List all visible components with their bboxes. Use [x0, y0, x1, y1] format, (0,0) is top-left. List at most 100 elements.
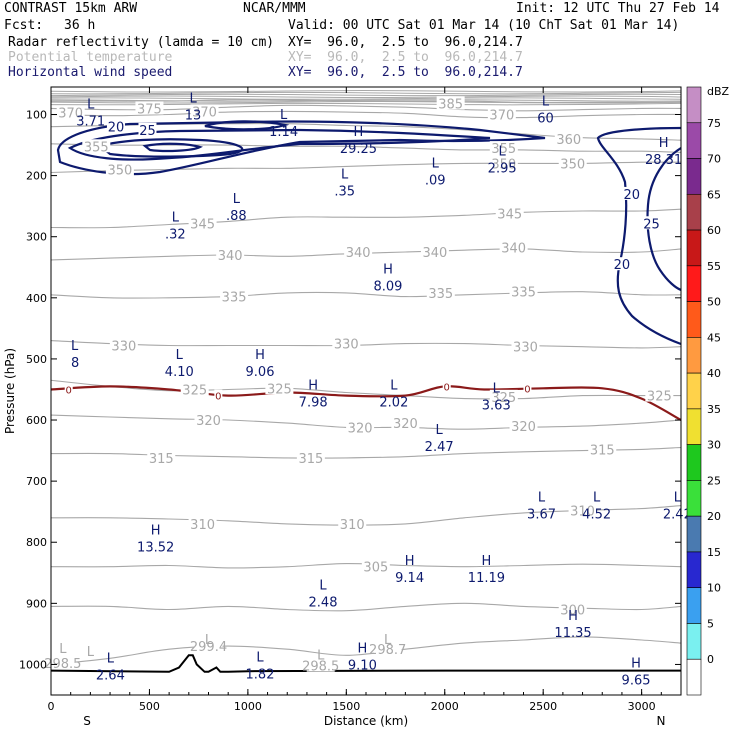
y-tick-label: 300: [26, 231, 47, 244]
theta-contour-label: 300: [560, 603, 585, 618]
forecast-label: Fcst:: [4, 18, 44, 33]
wind-extremum-type: L: [233, 192, 241, 207]
wind-extremum-type: L: [280, 108, 288, 123]
theta-isentrope-350: [51, 161, 681, 174]
wind-extremum-type: L: [436, 423, 444, 438]
theta-contour-label: 325: [491, 391, 516, 406]
wind-extremum-value: 8.09: [373, 279, 402, 294]
theta-contour-label: 340: [218, 249, 243, 264]
theta-isentrope-330: [51, 340, 681, 349]
colorbar-swatch: [686, 587, 702, 624]
wind-extremum-type: H: [151, 523, 161, 538]
theta-isentrope-325: [51, 379, 681, 400]
field-reflectivity: Radar reflectivity (lamda = 10 cm): [8, 35, 275, 50]
x-tick-label: 2000: [431, 700, 459, 713]
wind-extremum-value: .32: [165, 227, 186, 242]
zero-contour-label: 0: [524, 384, 530, 395]
theta-label-bg: [489, 156, 518, 170]
wind-contour-label: 25: [139, 124, 156, 139]
theta-label-bg: [568, 503, 597, 517]
theta-contour-label: 320: [348, 421, 373, 436]
theta-label-bg: [188, 516, 217, 530]
wind-extremum-value: 2.64: [96, 669, 125, 684]
theta-label-bg: [188, 216, 217, 230]
wind-label-bg: [612, 257, 631, 271]
theta-label-bg: [511, 339, 540, 353]
theta-label-bg: [346, 420, 375, 434]
theta-contour-label: 298.5: [44, 657, 81, 672]
wind-extremum-value: .09: [425, 174, 446, 189]
wind-extremum-type: L: [593, 490, 601, 505]
wind-extremum-value: 1.82: [246, 667, 275, 682]
y-tick-label: 500: [26, 353, 47, 366]
wind-contour-label: 20: [624, 188, 641, 203]
theta-contour-label: 320: [196, 414, 221, 429]
zero-reflectivity-line: [51, 385, 681, 421]
x-axis-label: Distance (km): [324, 714, 408, 728]
wind-extremum-type: H: [255, 348, 265, 363]
theta-label-bg: [588, 442, 617, 456]
wind-contour-label: 20: [108, 121, 125, 136]
theta-contour-label: 310: [340, 518, 365, 533]
north-label: N: [657, 714, 666, 728]
wind-extremum-type: H: [482, 554, 492, 569]
theta-label-bg: [361, 559, 390, 573]
wind-extremum-value: 13.52: [137, 540, 174, 555]
wind-extremum-value: 29.25: [340, 142, 377, 157]
zero-dbz-contour: [51, 385, 681, 421]
colorbar-swatch: [686, 658, 702, 696]
x-tick-label: 1500: [332, 700, 360, 713]
theta-isentrope-upper: [51, 91, 681, 95]
terrain: [51, 654, 681, 673]
colorbar-level: 40: [707, 367, 721, 380]
theta-isentrope-370: [51, 110, 681, 119]
wind-extremum-value: 8: [71, 356, 79, 371]
theta-contour-label: 340: [501, 242, 526, 257]
colorbar-swatch: [686, 515, 702, 553]
theta-extremum-marker: L: [87, 645, 95, 660]
colorbar-level: 30: [707, 439, 721, 452]
wind-extremum-type: H: [308, 379, 318, 394]
wind-extremum-type: H: [631, 657, 641, 672]
theta-label-bg: [489, 389, 518, 403]
theta-isentrope-upper: [51, 90, 681, 93]
north-contour-20: [596, 126, 681, 346]
field-wind-xy: XY= 96.0, 2.5 to 96.0,214.7: [288, 65, 523, 80]
wind-extremum-type: L: [341, 168, 349, 183]
colorbar-swatch: [686, 122, 702, 159]
wind-speed-contours: [56, 120, 681, 346]
contour-labels: 375 370 370 385 370 355 355 360 350 350 350 345 345 3…: [44, 91, 692, 688]
theta-extremum-marker: L: [317, 648, 325, 663]
theta-contour-label: 320: [393, 417, 418, 432]
terrain-line: [51, 654, 681, 673]
theta-contour-label: 310: [570, 504, 595, 519]
theta-label-bg: [391, 416, 420, 430]
colorbar-swatch: [686, 158, 702, 195]
theta-label-bg: [495, 206, 524, 220]
theta-contour-label: 330: [111, 339, 136, 354]
wind-extremum-value: 2.47: [425, 440, 454, 455]
theta-label-bg: [216, 248, 245, 262]
theta-contour-label: 335: [222, 291, 247, 306]
forecast-hours: 36 h: [64, 18, 96, 33]
valid-time: Valid: 00 UTC Sat 01 Mar 14 (10 ChT Sat …: [288, 18, 680, 33]
theta-contour-label: 325: [182, 383, 207, 398]
wind-extremum-value: 2.42: [663, 507, 692, 522]
theta-label-bg: [296, 450, 325, 464]
south-label: S: [83, 714, 91, 728]
x-tick-label: 0: [48, 700, 55, 713]
theta-label-bg: [558, 156, 587, 170]
theta-contour-label: 325: [267, 382, 292, 397]
colorbar-swatch: [686, 86, 702, 124]
wind-extremum-value: 9.06: [246, 365, 275, 380]
colorbar-swatch: [686, 265, 702, 302]
theta-isentrope-340: [51, 248, 681, 261]
colorbar-level: 20: [707, 510, 721, 523]
colorbar-level: 45: [707, 331, 721, 344]
theta-label-bg: [220, 289, 249, 303]
wind-extremum-type: L: [256, 650, 264, 665]
y-tick-label: 200: [26, 170, 47, 183]
colorbar-level: 65: [707, 188, 721, 201]
